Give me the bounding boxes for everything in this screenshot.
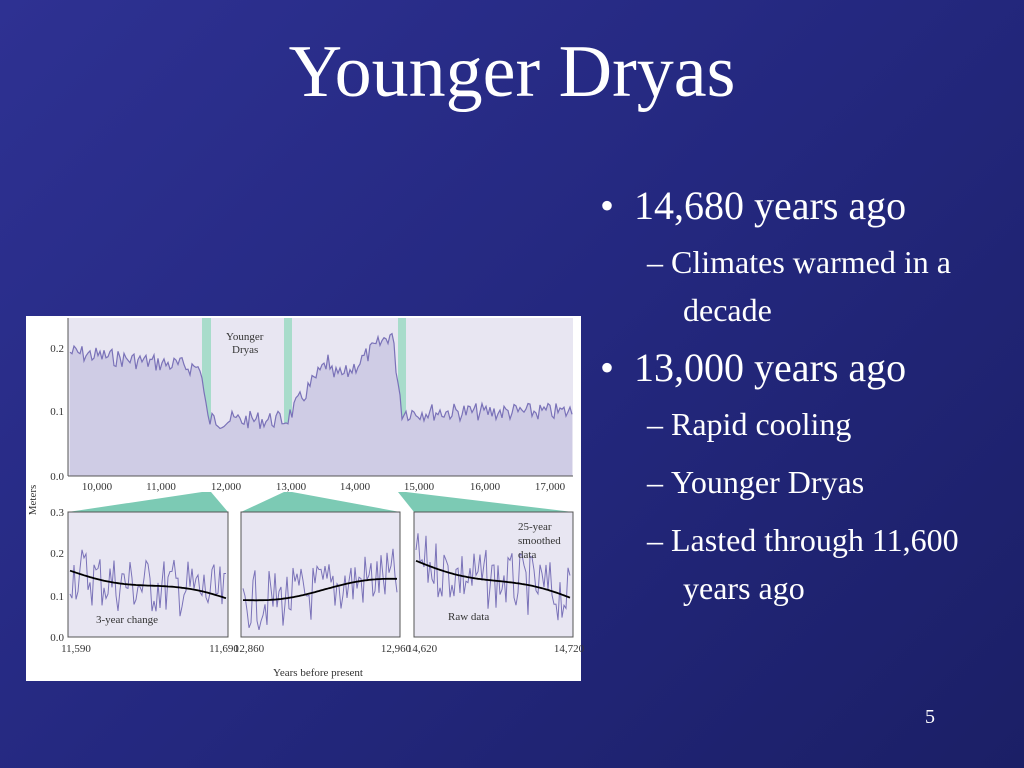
bullet-text: Rapid cooling [671,406,852,442]
sub-bullet: – Lasted through 11,600 years ago [600,516,1010,612]
bullet-marker: – [647,244,671,280]
bullet-marker: – [647,464,671,500]
band [202,318,211,476]
bullet-marker: – [647,406,671,442]
x-tick-label: 14,000 [340,481,371,493]
label: 3-year change [96,614,158,626]
slide-title: Younger Dryas [288,31,736,113]
bullet-text: Climates warmed in a decade [671,244,951,328]
sub-bullet: – Climates warmed in a decade [600,238,1010,334]
y-tick-label: 0.3 [50,507,64,519]
page-number: 5 [925,706,935,728]
bullet-list: • 14,680 years ago – Climates warmed in a… [600,182,1010,622]
label: smoothed [518,535,561,547]
y-tick-label: 0.1 [50,591,64,603]
zoom-wedge [241,492,400,512]
x-tick-label: 12,860 [234,643,265,655]
x-tick-label: 14,720 [554,643,585,655]
x-label: Years before present [273,667,363,679]
x-tick-label: 11,590 [61,643,91,655]
label: data [518,549,536,561]
line-decoration [415,559,571,599]
x-tick-label: 12,000 [211,481,242,493]
y-tick-label: 0.2 [50,548,64,560]
line-decoration [415,533,571,621]
bullet-marker: – [647,522,671,558]
label: 25-year [518,521,552,533]
x-tick-label: 14,620 [407,643,438,655]
annotation: Younger [226,331,264,343]
label: Raw data [448,611,489,623]
y-tick-label: 0.1 [50,406,64,418]
band [284,318,292,476]
line-decoration [69,549,226,617]
series-lines [69,332,573,631]
x-tick-label: 12,960 [381,643,412,655]
bullet-text: 14,680 years ago [634,183,907,228]
bullet: • 13,000 years ago [600,344,1010,392]
x-tick-label: 13,000 [276,481,307,493]
bullet-text: 13,000 years ago [634,345,907,390]
x-tick-label: 17,000 [535,481,566,493]
x-tick-label: 11,000 [146,481,176,493]
band [398,318,406,476]
x-tick-label: 11,690 [209,643,239,655]
bullet-marker: • [600,345,635,390]
line-decoration [69,332,573,430]
line-decoration [69,569,227,600]
y-label: Meters [27,485,39,516]
y-tick-label: 0.0 [50,632,64,644]
sub-bullet: – Rapid cooling [600,400,1010,448]
sub-bullet: – Younger Dryas [600,458,1010,506]
y-tick-label: 0.0 [50,471,64,483]
x-tick-label: 10,000 [82,481,113,493]
area-decoration [70,333,572,476]
y-tick-label: 0.2 [50,343,64,355]
x-tick-label: 15,000 [404,481,435,493]
x-tick-label: 16,000 [470,481,501,493]
zoom-wedge [398,492,573,512]
bullet-text: Lasted through 11,600 years ago [671,522,959,606]
bullet-text: Younger Dryas [671,464,865,500]
annotation: Dryas [232,344,258,356]
bullet-marker: • [600,183,635,228]
line-decoration [243,577,397,602]
panel [67,511,229,638]
line-decoration [242,548,398,631]
zoom-wedge [68,492,228,512]
bullet: • 14,680 years ago [600,182,1010,230]
